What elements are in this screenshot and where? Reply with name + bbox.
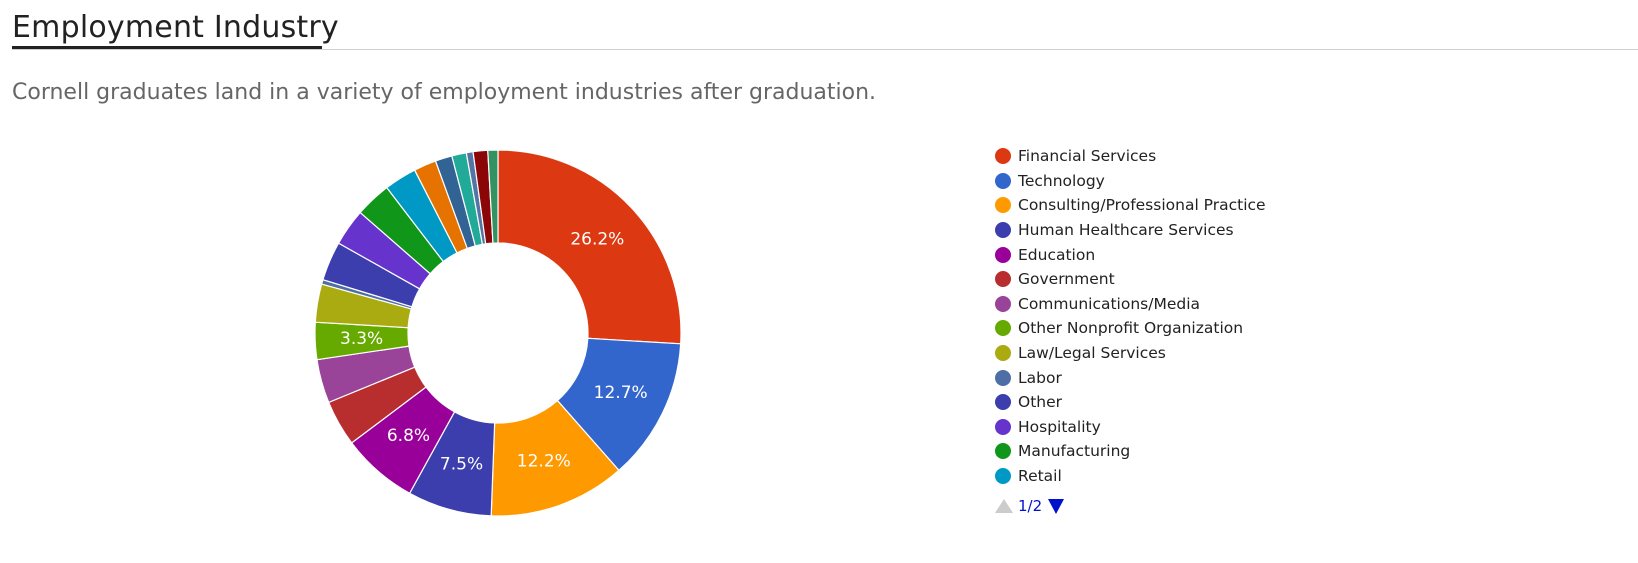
legend-label: Education [1018, 245, 1096, 264]
legend-label: Government [1018, 270, 1115, 289]
legend-swatch [995, 222, 1011, 239]
legend-label: Financial Services [1018, 147, 1157, 166]
legend-swatch [995, 394, 1011, 411]
page-subtitle: Cornell graduates land in a variety of e… [12, 80, 877, 105]
legend-item[interactable]: Labor [995, 365, 1266, 390]
section-header: Employment Industry [0, 0, 1638, 52]
legend-item[interactable]: Financial Services [995, 144, 1266, 169]
legend-swatch [995, 468, 1011, 485]
page-title: Employment Industry [12, 10, 339, 45]
legend-swatch [995, 271, 1011, 288]
legend-swatch [995, 197, 1011, 214]
chart-legend: Financial Services Technology Consulting/P… [995, 144, 1266, 488]
legend-label: Retail [1018, 467, 1062, 486]
legend-swatch [995, 172, 1011, 189]
legend-swatch [995, 148, 1011, 165]
legend-label: Law/Legal Services [1018, 344, 1166, 363]
legend-swatch [995, 295, 1011, 312]
slice-data-label: 12.2% [517, 452, 571, 472]
legend-swatch [995, 369, 1011, 386]
slice-data-label: 7.5% [440, 455, 483, 475]
legend-label: Human Healthcare Services [1018, 221, 1234, 240]
legend-label: Consulting/Professional Practice [1018, 196, 1266, 215]
legend-item[interactable]: Law/Legal Services [995, 341, 1266, 366]
legend-swatch [995, 320, 1011, 337]
header-divider [12, 49, 1638, 50]
legend-item[interactable]: Manufacturing [995, 439, 1266, 464]
legend-item[interactable]: Human Healthcare Services [995, 218, 1266, 243]
legend-next-page-icon[interactable] [1048, 498, 1065, 514]
legend-pager: 1/2 [995, 497, 1065, 515]
legend-label: Manufacturing [1018, 442, 1131, 461]
legend-item[interactable]: Hospitality [995, 415, 1266, 440]
legend-swatch [995, 345, 1011, 362]
legend-label: Other Nonprofit Organization [1018, 319, 1244, 338]
legend-label: Other [1018, 393, 1063, 412]
slice-data-label: 26.2% [570, 229, 624, 249]
legend-item[interactable]: Retail [995, 464, 1266, 489]
legend-item[interactable]: Communications/Media [995, 292, 1266, 317]
slice-data-label: 3.3% [340, 329, 383, 349]
legend-label: Communications/Media [1018, 294, 1201, 313]
legend-label: Hospitality [1018, 417, 1101, 436]
legend-prev-page-icon [995, 499, 1013, 513]
legend-item[interactable]: Government [995, 267, 1266, 292]
donut-slice-financial-services[interactable] [497, 149, 682, 345]
title-underline [12, 46, 322, 50]
legend-item[interactable]: Consulting/Professional Practice [995, 193, 1266, 218]
legend-label: Technology [1018, 171, 1105, 190]
slice-data-label: 12.7% [594, 383, 648, 403]
legend-swatch [995, 246, 1011, 263]
donut-chart: 26.2% 12.7% 12.2% 7.5% 6.8% 3.3% [314, 149, 682, 517]
legend-item[interactable]: Education [995, 242, 1266, 267]
legend-page-indicator: 1/2 [1018, 497, 1043, 515]
legend-label: Labor [1018, 368, 1062, 387]
slice-data-label: 6.8% [387, 426, 430, 446]
donut-slice-unlabeled-19[interactable] [487, 149, 499, 244]
legend-item[interactable]: Technology [995, 169, 1266, 194]
legend-item[interactable]: Other Nonprofit Organization [995, 316, 1266, 341]
legend-item[interactable]: Other [995, 390, 1266, 415]
legend-swatch [995, 418, 1011, 435]
legend-swatch [995, 443, 1011, 460]
